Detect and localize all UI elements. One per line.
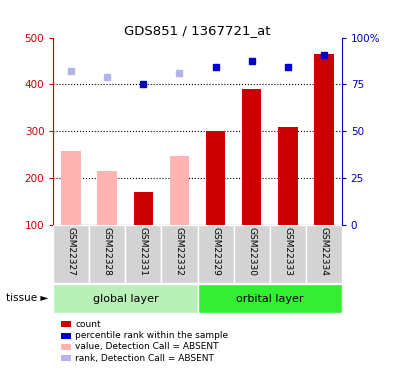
Text: orbital layer: orbital layer [236,294,303,303]
Bar [98,171,117,225]
Text: GDS851 / 1367721_at: GDS851 / 1367721_at [124,24,271,38]
Bar [278,127,297,225]
Text: GSM22332: GSM22332 [175,227,184,276]
Bar [314,54,333,225]
Bar [62,151,81,225]
Bar [242,89,261,225]
Text: GSM22334: GSM22334 [319,227,328,276]
Bar [306,225,342,283]
Text: GSM22333: GSM22333 [283,227,292,276]
Bar [89,225,126,283]
Text: GSM22329: GSM22329 [211,227,220,276]
Text: global layer: global layer [92,294,158,303]
Bar [53,225,89,283]
Bar [162,225,198,283]
Text: count: count [75,320,101,329]
Bar [206,131,226,225]
Bar [233,225,270,283]
Text: value, Detection Call = ABSENT: value, Detection Call = ABSENT [75,342,218,351]
Text: GSM22331: GSM22331 [139,227,148,276]
Bar [169,156,189,225]
Bar [270,225,306,283]
Bar [53,284,198,313]
Text: tissue ►: tissue ► [6,293,48,303]
Text: GSM22327: GSM22327 [67,227,76,276]
Bar [126,225,162,283]
Text: GSM22328: GSM22328 [103,227,112,276]
Bar [198,284,342,313]
Text: percentile rank within the sample: percentile rank within the sample [75,331,228,340]
Text: GSM22330: GSM22330 [247,227,256,276]
Bar [134,192,153,225]
Text: rank, Detection Call = ABSENT: rank, Detection Call = ABSENT [75,354,214,363]
Bar [198,225,233,283]
